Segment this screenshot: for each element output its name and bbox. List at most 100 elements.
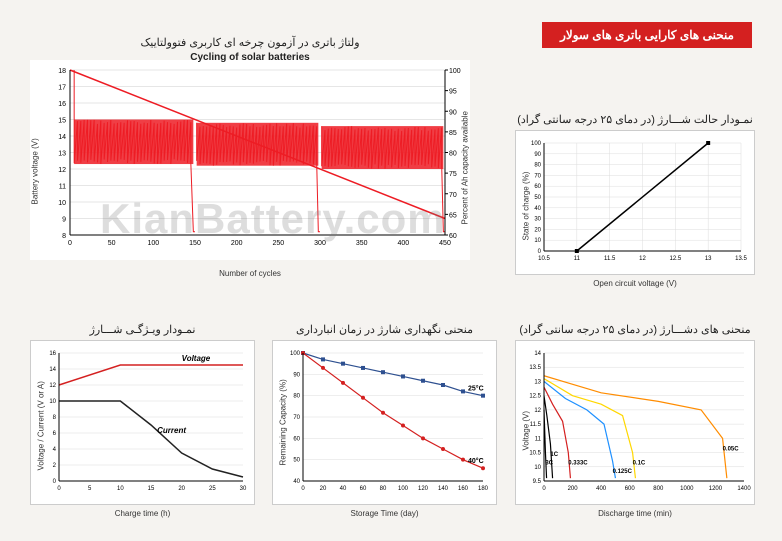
svg-text:13: 13 [534, 379, 541, 385]
svg-text:0: 0 [68, 240, 72, 247]
svg-text:40°C: 40°C [468, 457, 484, 465]
svg-text:12: 12 [639, 256, 646, 262]
svg-text:30: 30 [240, 486, 247, 492]
svg-text:80: 80 [534, 163, 541, 169]
svg-text:12: 12 [58, 167, 66, 174]
cycling-chart: ولتاژ باتری در آزمون چرخه ای کاربری فتوو… [30, 60, 470, 260]
svg-text:75: 75 [449, 171, 457, 178]
svg-text:2: 2 [53, 463, 57, 469]
svg-text:0.05C: 0.05C [723, 446, 740, 452]
chart4-ylabel: Remaining Capacity (%) [279, 376, 288, 466]
svg-text:100: 100 [147, 240, 159, 247]
chart5-xlabel: Charge time (h) [31, 509, 254, 518]
svg-text:4: 4 [53, 447, 57, 453]
svg-text:10.5: 10.5 [538, 256, 550, 262]
chart4-xlabel: Storage Time (day) [273, 509, 496, 518]
svg-text:16: 16 [49, 351, 56, 357]
svg-text:80: 80 [449, 151, 457, 158]
svg-text:60: 60 [360, 486, 367, 492]
chart3-title: منحنی های دشـــارژ (در دمای ۲۵ درجه سانت… [516, 323, 754, 336]
svg-text:300: 300 [314, 240, 326, 247]
chart1-title-fa: ولتاژ باتری در آزمون چرخه ای کاربری فتوو… [30, 36, 470, 49]
svg-text:12.5: 12.5 [669, 256, 681, 262]
soc-chart: نمـودار حالت شـــارژ (در دمای ۲۵ درجه سا… [515, 130, 755, 275]
svg-text:60: 60 [449, 233, 457, 240]
svg-text:30: 30 [534, 217, 541, 223]
svg-text:100: 100 [398, 486, 409, 492]
svg-text:14: 14 [534, 351, 541, 357]
svg-text:95: 95 [449, 89, 457, 96]
svg-text:3C: 3C [545, 461, 553, 467]
svg-text:0.125C: 0.125C [613, 469, 633, 475]
chart5-title: نمـودار ویـژگـی شـــارژ [31, 323, 254, 336]
chart3-ylabel: Voltage (V) [522, 391, 531, 451]
chart1-ylabel-left: Battery voltage (V) [31, 105, 40, 205]
svg-text:600: 600 [625, 486, 636, 492]
svg-text:12: 12 [49, 383, 56, 389]
chart1-ylabel-right: Percent of Ah capacity available [461, 85, 470, 225]
svg-text:150: 150 [189, 240, 201, 247]
svg-text:1C: 1C [550, 452, 558, 458]
svg-text:400: 400 [397, 240, 409, 247]
svg-text:0.333C: 0.333C [568, 461, 588, 467]
svg-text:450: 450 [439, 240, 451, 247]
svg-text:70: 70 [293, 415, 300, 421]
svg-text:80: 80 [380, 486, 387, 492]
svg-text:14: 14 [49, 367, 56, 373]
svg-text:11.5: 11.5 [530, 422, 542, 428]
chart5-ylabel: Voltage / Current (V or A) [37, 371, 46, 471]
svg-text:11: 11 [59, 184, 66, 191]
svg-text:9.5: 9.5 [533, 479, 542, 485]
svg-text:10: 10 [58, 200, 66, 207]
svg-text:100: 100 [290, 351, 301, 357]
svg-text:20: 20 [320, 486, 327, 492]
svg-text:Voltage: Voltage [182, 354, 211, 363]
svg-text:140: 140 [438, 486, 449, 492]
svg-text:11.5: 11.5 [604, 256, 616, 262]
svg-text:40: 40 [534, 206, 541, 212]
svg-text:100: 100 [449, 68, 461, 75]
header-badge: منحنی های کارایی باتری های سولار [542, 22, 752, 48]
svg-text:50: 50 [108, 240, 116, 247]
chart3-xlabel: Discharge time (min) [516, 509, 754, 518]
svg-text:85: 85 [449, 130, 457, 137]
svg-text:80: 80 [293, 394, 300, 400]
svg-text:10: 10 [534, 238, 541, 244]
svg-text:400: 400 [596, 486, 607, 492]
svg-text:60: 60 [534, 184, 541, 190]
svg-text:25°C: 25°C [468, 385, 484, 393]
svg-text:13.5: 13.5 [529, 365, 541, 371]
svg-text:65: 65 [449, 212, 457, 219]
svg-text:12.5: 12.5 [529, 394, 541, 400]
chart2-ylabel: State of charge (%) [522, 161, 531, 241]
svg-text:8: 8 [53, 415, 57, 421]
svg-text:0: 0 [57, 486, 61, 492]
svg-text:1200: 1200 [709, 486, 723, 492]
svg-text:0: 0 [301, 486, 305, 492]
svg-text:9: 9 [62, 217, 66, 224]
svg-text:90: 90 [534, 152, 541, 158]
svg-text:12: 12 [534, 408, 541, 414]
svg-text:0: 0 [542, 486, 546, 492]
svg-text:200: 200 [231, 240, 243, 247]
svg-text:20: 20 [178, 486, 185, 492]
svg-text:50: 50 [534, 195, 541, 201]
svg-text:70: 70 [449, 192, 457, 199]
svg-text:10: 10 [534, 465, 541, 471]
svg-text:10: 10 [49, 399, 56, 405]
svg-text:16: 16 [58, 101, 66, 108]
svg-text:800: 800 [653, 486, 664, 492]
svg-text:Current: Current [157, 426, 186, 435]
svg-text:90: 90 [293, 372, 300, 378]
storage-chart: منحنی نگهداری شارژ در زمان انبارداری 405… [272, 340, 497, 505]
svg-text:50: 50 [293, 458, 300, 464]
svg-text:10.5: 10.5 [529, 451, 541, 457]
svg-text:11: 11 [535, 436, 542, 442]
svg-text:0: 0 [53, 479, 57, 485]
chart2-xlabel: Open circuit voltage (V) [516, 279, 754, 288]
svg-text:120: 120 [418, 486, 429, 492]
svg-text:14: 14 [58, 134, 66, 141]
svg-text:90: 90 [449, 109, 457, 116]
svg-text:6: 6 [53, 431, 57, 437]
svg-text:160: 160 [458, 486, 469, 492]
